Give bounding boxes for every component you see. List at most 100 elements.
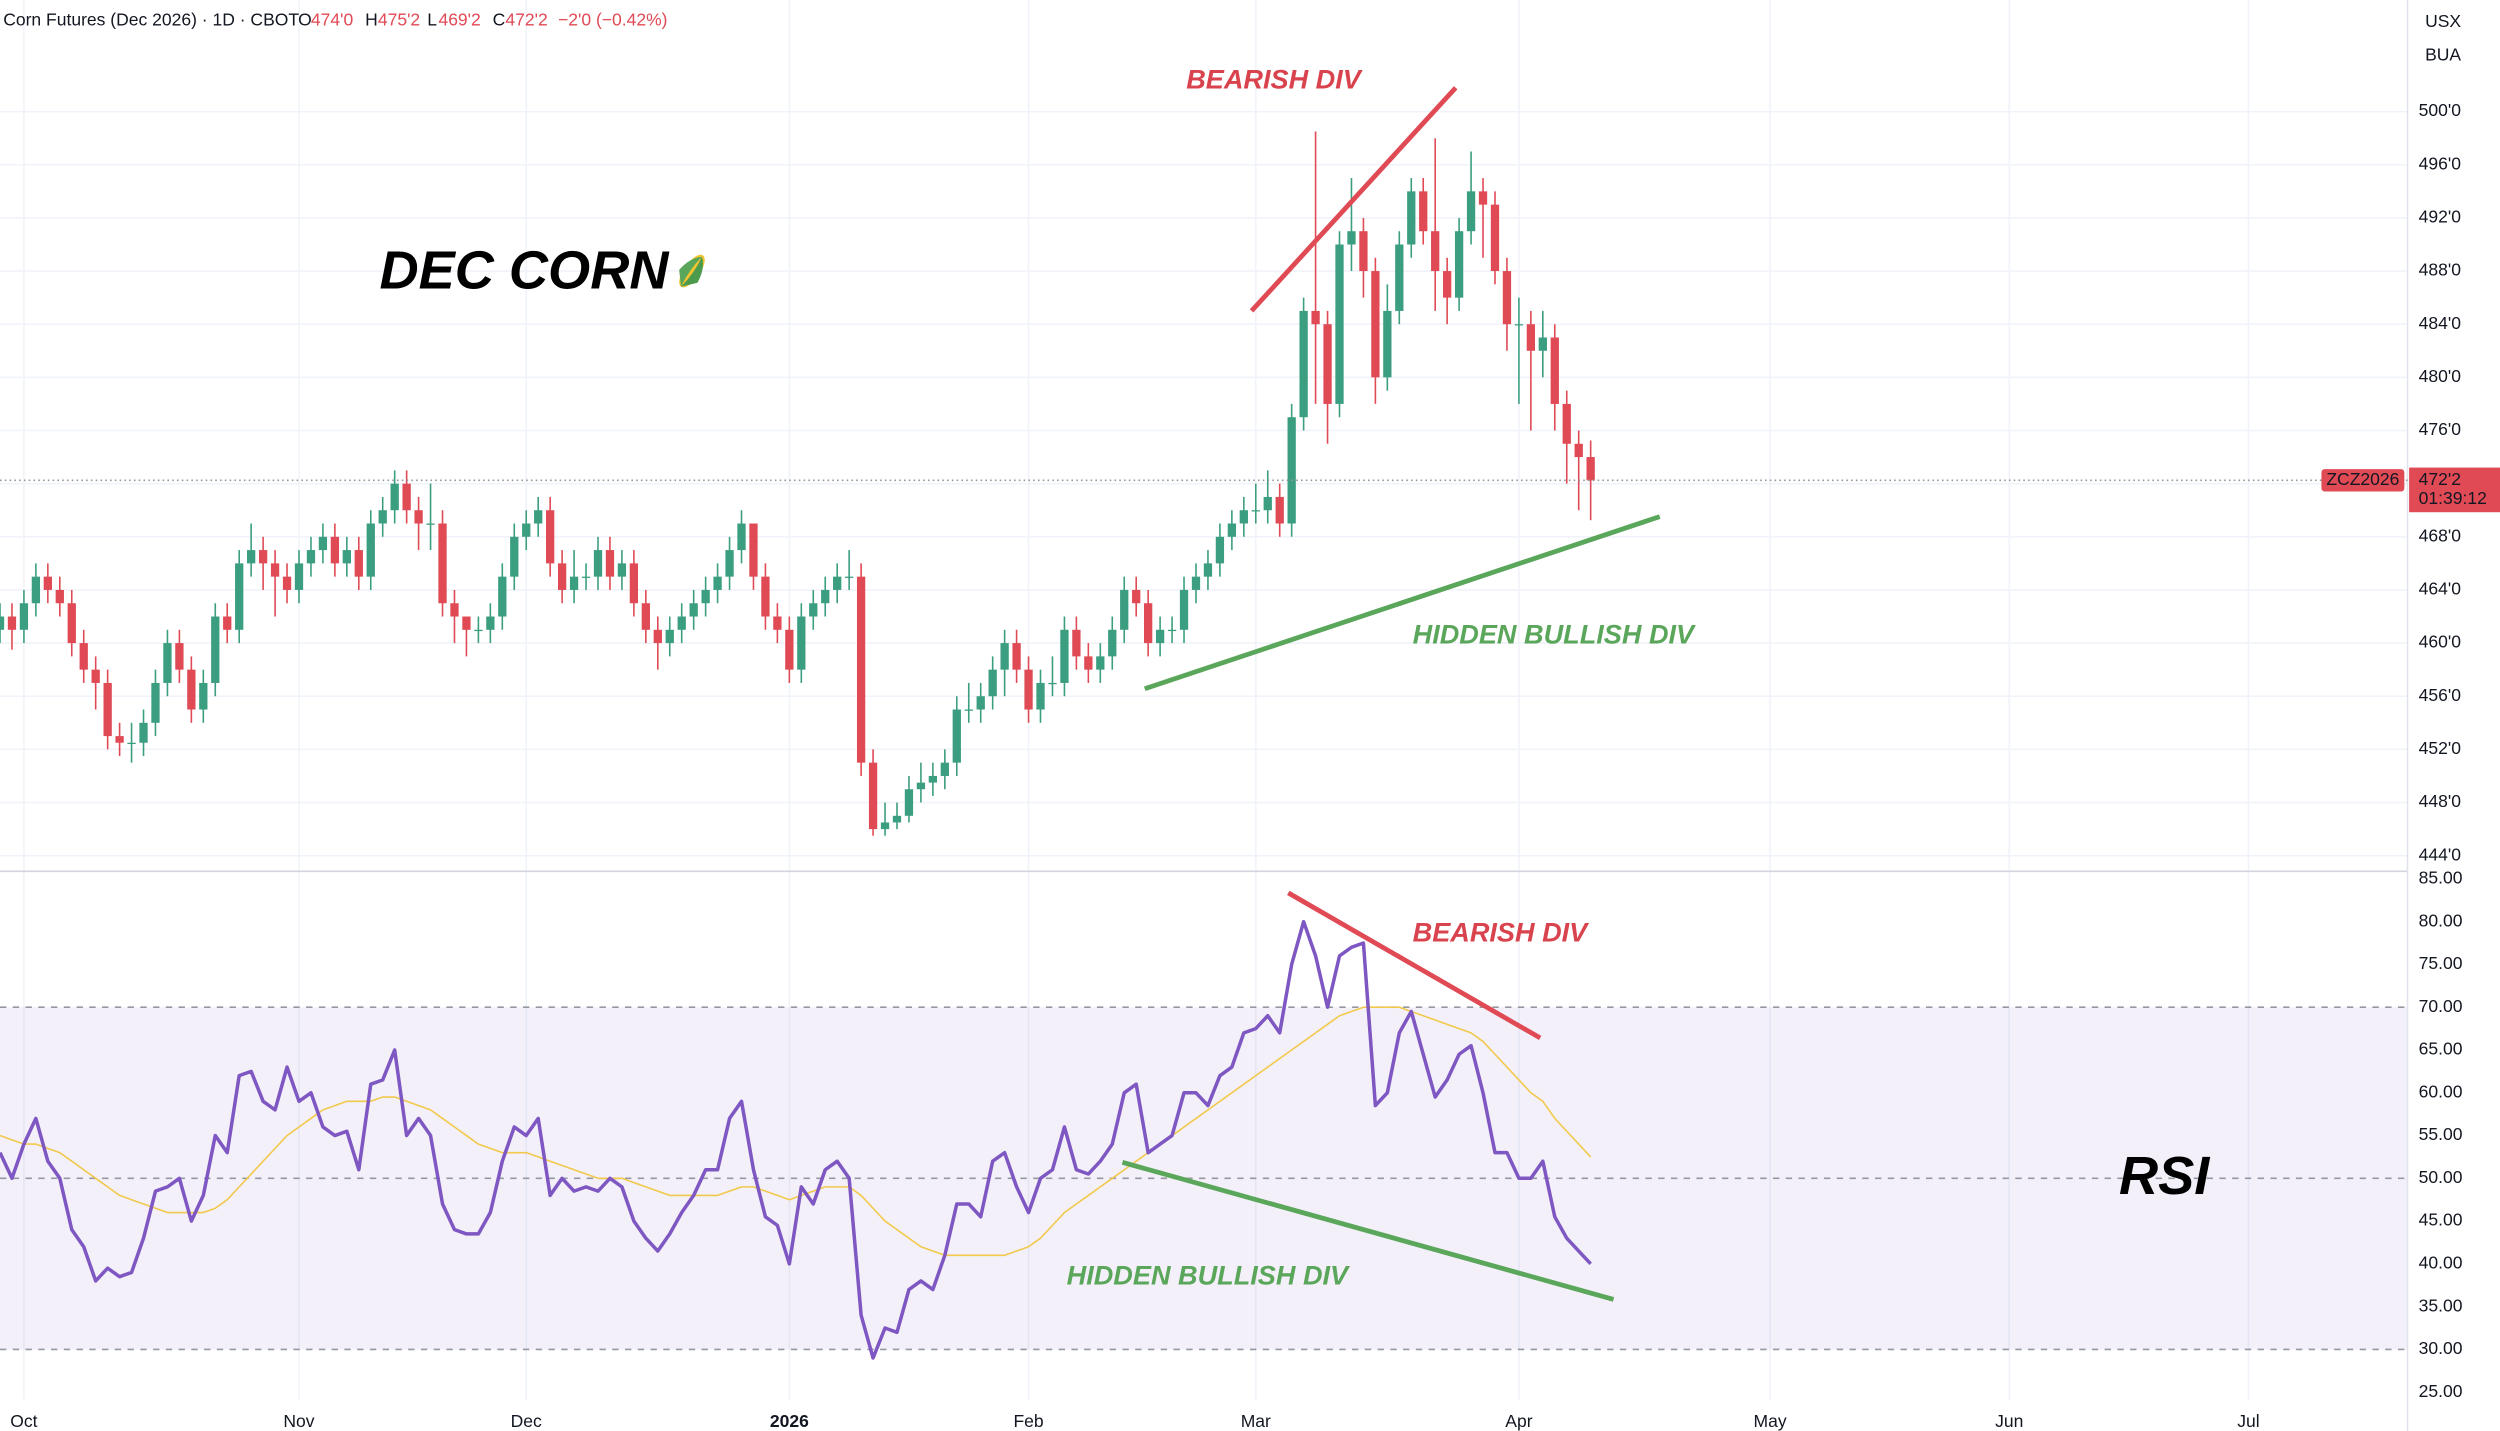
- x-tick-label: Jun: [1995, 1411, 2023, 1431]
- candle-body: [426, 523, 435, 525]
- candle-body: [1144, 603, 1153, 644]
- candle-body: [581, 576, 591, 578]
- candle-body: [127, 742, 136, 745]
- candle-body: [139, 722, 148, 743]
- candle-body: [1203, 563, 1213, 577]
- trend-line: [1144, 514, 1661, 692]
- candle-body: [677, 616, 686, 630]
- y-tick-label: 60.00: [2419, 1081, 2463, 1101]
- grid: [0, 0, 2408, 1400]
- candle-body: [773, 616, 782, 630]
- candle-body: [450, 603, 459, 617]
- y-tick-label: 70.00: [2419, 996, 2463, 1016]
- candle-body: [904, 789, 914, 816]
- candle-body: [976, 696, 985, 710]
- candle-body: [1335, 244, 1344, 404]
- candle-body: [605, 550, 615, 577]
- candle-body: [629, 563, 639, 604]
- candle-body: [1120, 589, 1129, 630]
- y-tick-label: 85.00: [2419, 868, 2463, 888]
- trend-line: [1249, 86, 1458, 313]
- candle-body: [1419, 191, 1428, 232]
- candle-body: [438, 523, 447, 604]
- candle-body: [964, 709, 973, 711]
- candle-body: [43, 576, 52, 590]
- rsi-bands: [0, 1006, 2408, 1351]
- candle-body: [1155, 629, 1165, 644]
- marks: [0, 131, 2408, 1360]
- candle-body: [163, 643, 172, 683]
- candle-body: [1096, 656, 1105, 670]
- candle-body: [988, 669, 997, 697]
- y-tick-label: 50.00: [2419, 1167, 2463, 1187]
- candle-body: [211, 616, 220, 683]
- candle-body: [856, 576, 866, 763]
- candle-body: [641, 603, 650, 630]
- candle-body: [378, 510, 387, 524]
- candle-body: [258, 550, 268, 564]
- ohlc-value: 472'2: [505, 9, 547, 29]
- ohlc-value: 469'2: [438, 9, 480, 29]
- candle-body: [845, 576, 854, 578]
- candle-body: [1514, 324, 1524, 326]
- candle-body: [749, 523, 758, 577]
- candle-body: [868, 762, 878, 830]
- candle-body: [952, 709, 961, 763]
- countdown-label: 01:39:12: [2419, 488, 2487, 508]
- candle-body: [1586, 457, 1595, 481]
- candle-body: [534, 510, 543, 524]
- x-tick-label: May: [1754, 1411, 1787, 1431]
- y-tick-label: 45.00: [2419, 1210, 2463, 1230]
- candle-body: [1526, 324, 1536, 351]
- y-tick-label: 65.00: [2419, 1039, 2463, 1059]
- y-tick-label: 460'0: [2419, 632, 2462, 652]
- candle-body: [1502, 271, 1512, 325]
- currency[interactable]: USX: [2425, 11, 2461, 31]
- candle-body: [880, 822, 890, 830]
- chart-annotation: DEC CORN: [379, 241, 670, 301]
- candle-body: [462, 616, 471, 630]
- chart-annotation: BEARISH DIV: [1413, 916, 1590, 947]
- candle-body: [282, 576, 292, 590]
- chart-annotation: RSI: [2119, 1146, 2210, 1206]
- symbol-title: Corn Futures (Dec 2026) · 1D · CBOT: [3, 9, 299, 29]
- candle-body: [151, 682, 160, 723]
- y-tick-label: 492'0: [2419, 207, 2462, 227]
- candle-body: [1132, 589, 1141, 604]
- y-tick-label: 55.00: [2419, 1124, 2463, 1144]
- x-tick-label: Apr: [1505, 1411, 1532, 1431]
- candle-body: [474, 629, 483, 632]
- candle-body: [940, 762, 949, 776]
- candle-body: [1179, 589, 1189, 630]
- candle-body: [342, 550, 351, 564]
- candle-body: [1347, 231, 1356, 245]
- ohlc-value: 475'2: [378, 9, 420, 29]
- unit[interactable]: BUA: [2425, 44, 2461, 64]
- candle-body: [689, 603, 698, 617]
- price-tag-label: 472'2: [2419, 469, 2461, 489]
- candle-body: [103, 682, 112, 737]
- candle-body: [761, 576, 770, 617]
- candle-body: [235, 563, 244, 630]
- candle-body: [1490, 204, 1500, 272]
- change: −2'0 (−0.42%): [558, 9, 667, 29]
- candle-body: [366, 523, 375, 577]
- candle-body: [1311, 310, 1320, 325]
- candle-body: [486, 616, 495, 630]
- candle-body: [354, 550, 363, 577]
- candle-body: [402, 483, 411, 511]
- candle-body: [1215, 536, 1225, 564]
- candle-body: [522, 523, 531, 537]
- candle-body: [725, 550, 734, 577]
- candle-body: [55, 589, 64, 604]
- candle-body: [1478, 191, 1488, 205]
- ohlc-key: O: [298, 9, 312, 29]
- candle-body: [1084, 656, 1093, 670]
- candle-body: [1466, 191, 1476, 232]
- candle-body: [1454, 231, 1464, 298]
- y-tick-label: 444'0: [2419, 844, 2462, 864]
- x-tick-label: Mar: [1241, 1411, 1271, 1431]
- rsi-ma-line: [0, 1006, 1592, 1257]
